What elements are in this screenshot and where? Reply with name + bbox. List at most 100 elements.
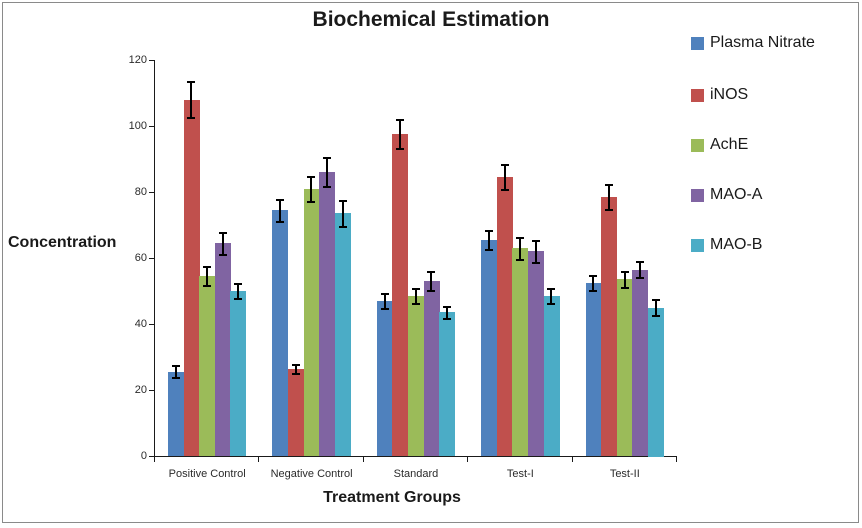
bar-plasma-nitrate — [377, 301, 393, 456]
error-bar-cap-top — [532, 240, 540, 242]
error-bar-cap-bottom — [427, 290, 435, 292]
error-bar-cap-top — [219, 232, 227, 234]
error-bar-whisker — [504, 164, 506, 190]
error-bar-cap-bottom — [292, 373, 300, 375]
category-label: Test-I — [506, 468, 534, 480]
error-bar-cap-top — [276, 199, 284, 201]
error-bar-whisker — [592, 275, 594, 292]
error-bar-whisker — [399, 119, 401, 149]
error-bar-cap-top — [172, 365, 180, 367]
error-bar-whisker — [310, 176, 312, 202]
bar-mao-b — [544, 296, 560, 456]
y-axis-title: Concentration — [8, 234, 117, 251]
error-bar-cap-top — [636, 261, 644, 263]
error-bar-cap-top — [339, 200, 347, 202]
error-bar-whisker — [237, 283, 239, 300]
bar-mao-b — [335, 213, 351, 456]
legend-swatch-icon — [691, 138, 704, 152]
error-bar-cap-top — [307, 176, 315, 178]
x-axis-title: Treatment Groups — [323, 489, 461, 506]
error-bar-cap-bottom — [547, 303, 555, 305]
legend-label: MAO-A — [710, 186, 763, 203]
bar-mao-a — [424, 281, 440, 456]
legend-swatch-icon — [691, 238, 704, 252]
error-bar-cap-bottom — [323, 186, 331, 188]
error-bar-whisker — [488, 230, 490, 250]
error-bar-cap-top — [443, 306, 451, 308]
bar-mao-a — [215, 243, 231, 456]
error-bar-whisker — [206, 266, 208, 286]
error-bar-cap-bottom — [172, 377, 180, 379]
error-bar-cap-top — [234, 283, 242, 285]
legend-item-ache: AchE — [691, 136, 748, 154]
bar-ache — [304, 189, 320, 456]
error-bar-whisker — [190, 81, 192, 117]
category-label: Standard — [393, 468, 439, 480]
error-bar-cap-bottom — [219, 254, 227, 256]
bar-ache — [512, 248, 528, 456]
error-bar-whisker — [519, 237, 521, 260]
x-tick-mark — [571, 457, 573, 462]
legend-item-plasma-nitrate: Plasma Nitrate — [691, 34, 815, 52]
error-bar-cap-bottom — [501, 189, 509, 191]
error-bar-whisker — [342, 200, 344, 226]
bar-inos — [601, 197, 617, 456]
y-tick-label: 60 — [134, 252, 147, 264]
error-bar-cap-top — [412, 288, 420, 290]
error-bar-cap-bottom — [532, 262, 540, 264]
legend-item-mao-a: MAO-A — [691, 186, 762, 204]
error-bar-cap-bottom — [412, 303, 420, 305]
bar-mao-a — [528, 251, 544, 456]
bar-plasma-nitrate — [168, 372, 184, 456]
error-bar-whisker — [326, 157, 328, 187]
bar-inos — [392, 134, 408, 456]
bar-mao-a — [632, 270, 648, 456]
y-tick-label: 80 — [134, 186, 147, 198]
legend-label: AchE — [710, 136, 749, 153]
x-axis-line — [154, 456, 677, 457]
error-bar-whisker — [446, 306, 448, 319]
x-tick-mark — [258, 457, 260, 462]
error-bar-whisker — [624, 271, 626, 288]
legend-swatch-icon — [691, 188, 704, 202]
error-bar-whisker — [550, 288, 552, 305]
error-bar-whisker — [655, 299, 657, 316]
x-tick-mark — [362, 457, 364, 462]
bar-inos — [497, 177, 513, 456]
error-bar-cap-top — [427, 271, 435, 273]
error-bar-cap-bottom — [276, 221, 284, 223]
bar-ache — [408, 296, 424, 456]
error-bar-cap-top — [323, 157, 331, 159]
error-bar-cap-top — [652, 299, 660, 301]
legend-label: Plasma Nitrate — [710, 34, 815, 51]
bar-inos — [288, 369, 304, 456]
chart-title: Biochemical Estimation — [312, 8, 550, 31]
y-tick-mark — [149, 258, 154, 259]
error-bar-whisker — [222, 232, 224, 255]
error-bar-cap-bottom — [621, 287, 629, 289]
error-bar-cap-top — [605, 184, 613, 186]
error-bar-whisker — [384, 293, 386, 310]
y-tick-label: 20 — [134, 384, 147, 396]
y-tick-mark — [149, 324, 154, 325]
bar-ache — [617, 279, 633, 456]
error-bar-cap-top — [547, 288, 555, 290]
error-bar-cap-bottom — [339, 226, 347, 228]
error-bar-cap-top — [501, 164, 509, 166]
y-axis-line — [154, 60, 155, 457]
y-tick-label: 100 — [128, 120, 147, 132]
y-tick-mark — [149, 456, 154, 457]
error-bar-cap-bottom — [381, 308, 389, 310]
error-bar-cap-top — [203, 266, 211, 268]
error-bar-whisker — [415, 288, 417, 305]
error-bar-cap-bottom — [396, 148, 404, 150]
bar-mao-b — [648, 308, 664, 457]
bar-mao-b — [439, 312, 455, 456]
y-tick-mark — [149, 192, 154, 193]
error-bar-cap-bottom — [203, 285, 211, 287]
error-bar-cap-bottom — [636, 277, 644, 279]
bar-plasma-nitrate — [481, 240, 497, 456]
category-label: Positive Control — [168, 468, 246, 480]
